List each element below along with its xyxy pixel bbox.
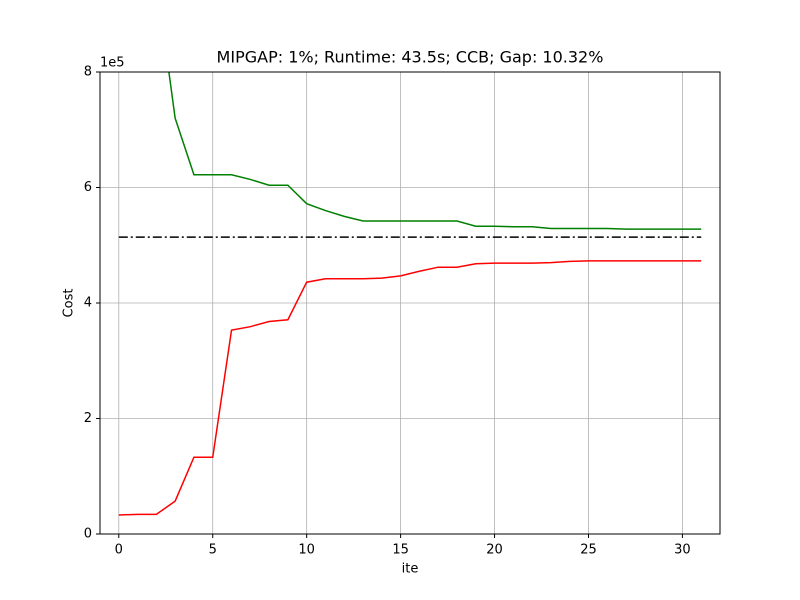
x-axis-label: ite (402, 562, 419, 577)
plot-area (118, 72, 702, 516)
series-line (118, 260, 702, 516)
x-tick-label: 0 (115, 543, 123, 558)
x-tick-label: 15 (392, 543, 409, 558)
x-tick-label: 10 (298, 543, 315, 558)
x-tick-label: 25 (580, 543, 597, 558)
series-line (168, 72, 702, 230)
axes-frame (99, 71, 721, 535)
x-tick-label: 30 (674, 543, 691, 558)
x-tick-label: 5 (209, 543, 217, 558)
y-offset-label: 1e5 (100, 56, 125, 71)
y-tick-label: 2 (84, 411, 92, 426)
y-tick-label: 8 (84, 65, 92, 80)
y-tick-label: 0 (84, 527, 92, 542)
y-tick-label: 4 (84, 296, 92, 311)
chart-title: MIPGAP: 1%; Runtime: 43.5s; CCB; Gap: 10… (217, 48, 604, 67)
y-axis-label: Cost (62, 289, 77, 318)
x-tick-label: 20 (486, 543, 503, 558)
y-tick-label: 6 (84, 180, 92, 195)
